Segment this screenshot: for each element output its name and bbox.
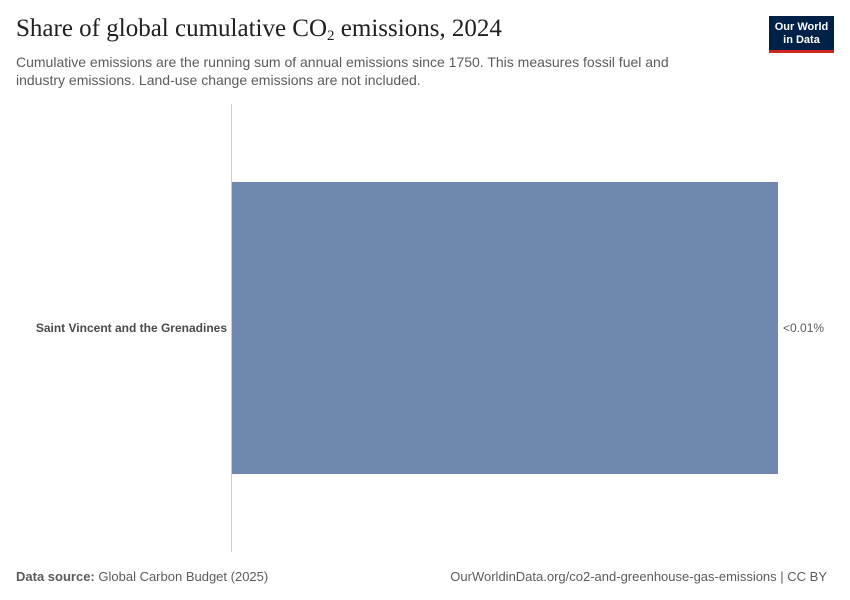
value-label: <0.01% [783, 321, 824, 335]
data-source: Data source: Global Carbon Budget (2025) [16, 569, 268, 584]
data-source-link[interactable]: Global Carbon Budget (2025) [98, 569, 269, 584]
chart-subtitle: Cumulative emissions are the running sum… [16, 54, 669, 88]
chart-url[interactable]: OurWorldinData.org/co2-and-greenhouse-ga… [450, 569, 827, 584]
logo-line-1: Our World [774, 20, 829, 33]
logo-line-2: in Data [783, 33, 820, 46]
chart-title: Share of global cumulative CO2 emissions… [16, 15, 502, 44]
owid-logo[interactable]: Our World in Data [769, 16, 834, 53]
bar[interactable] [232, 182, 778, 474]
category-label: Saint Vincent and the Grenadines [36, 321, 227, 335]
data-source-label: Data source: [16, 569, 95, 584]
